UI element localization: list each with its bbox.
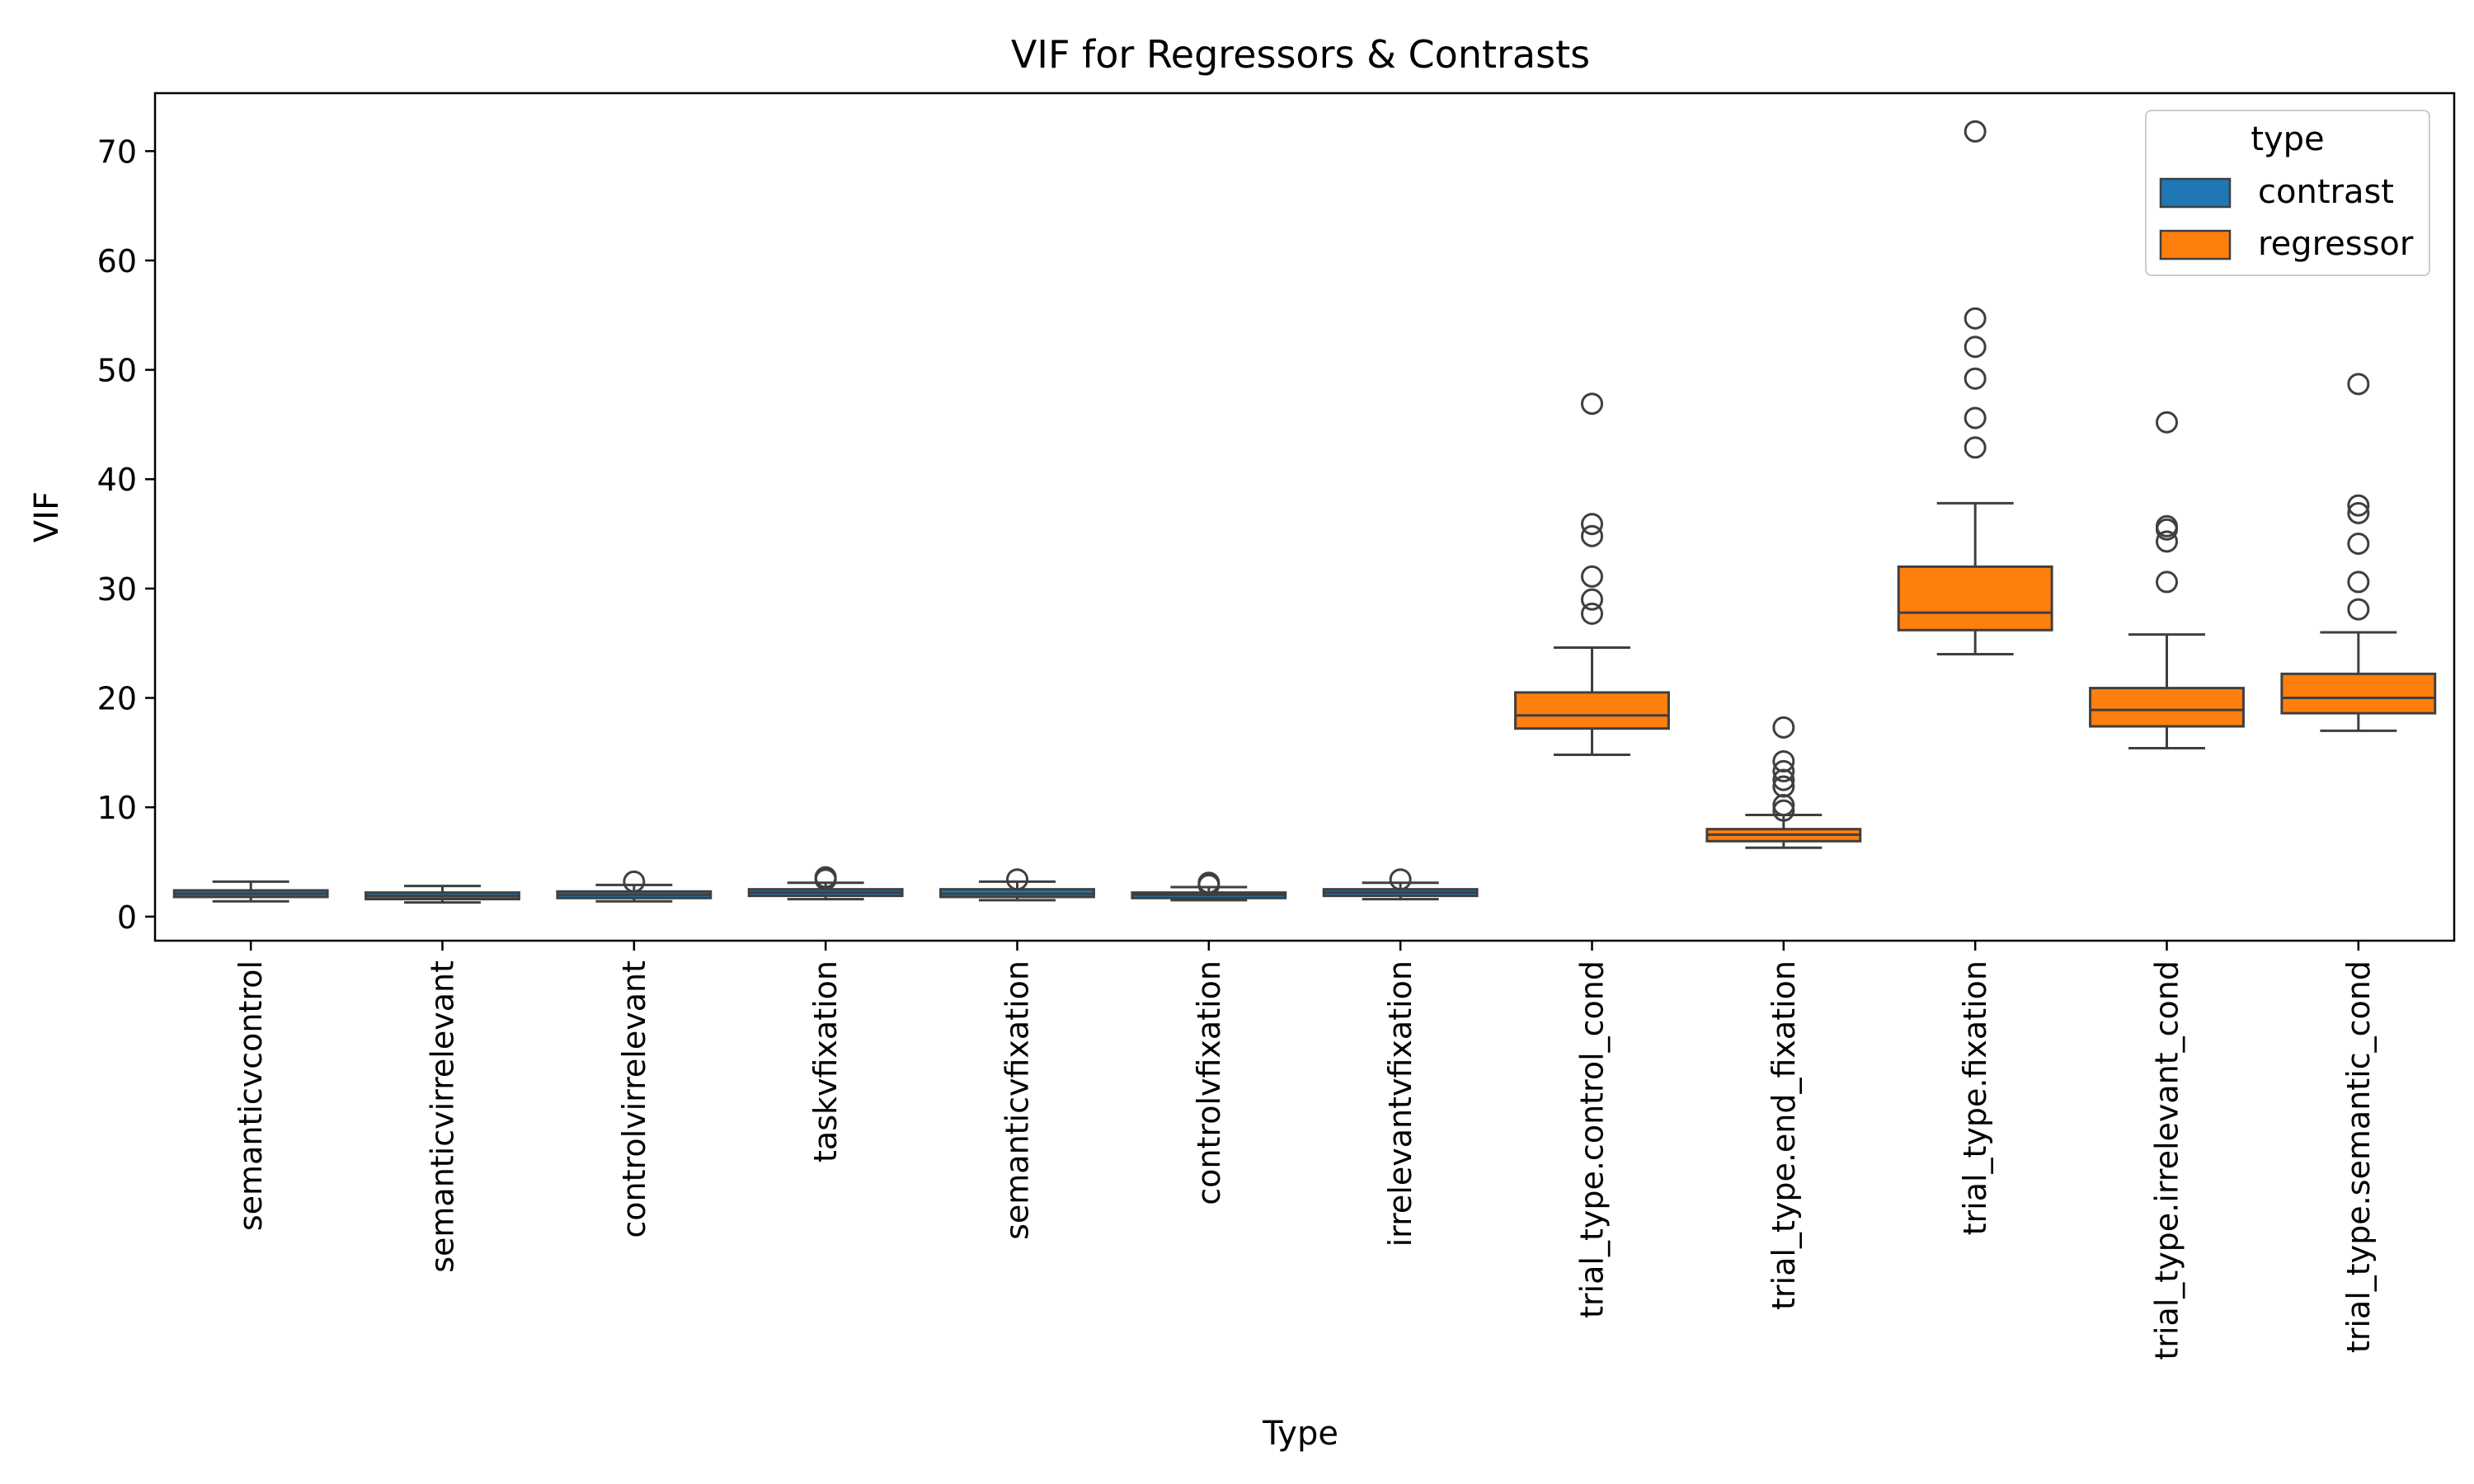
outlier-point — [1964, 336, 1987, 359]
y-tick-label: 30 — [97, 571, 137, 608]
outlier-point — [1772, 749, 1795, 773]
outlier-point — [814, 866, 837, 889]
y-tick-label: 70 — [97, 134, 137, 170]
legend-label-contrast: contrast — [2258, 173, 2394, 211]
x-axis-label: Type — [1262, 1415, 1338, 1453]
legend-label-regressor: regressor — [2258, 225, 2414, 263]
x-tick-label: trial_type.end_fixation — [1766, 960, 1802, 1310]
x-tick-label: controlvirrelevant — [616, 960, 652, 1238]
x-tick-label: taskvfixation — [807, 960, 844, 1162]
y-tick-label: 40 — [97, 462, 137, 498]
plot-frame — [153, 92, 2456, 942]
outlier-point — [2156, 571, 2178, 594]
outlier-point — [1581, 392, 1603, 416]
outlier-point — [2156, 514, 2178, 538]
box-regressor — [1514, 691, 1670, 730]
outlier-point — [1772, 799, 1795, 822]
outlier-point — [2347, 501, 2370, 524]
x-tick-label: controlvfixation — [1191, 960, 1227, 1205]
legend-swatch-contrast — [2159, 177, 2232, 209]
legend-title: type — [2251, 120, 2324, 158]
outlier-point — [2347, 494, 2370, 517]
outlier-point — [1964, 436, 1987, 459]
outlier-point — [2347, 532, 2370, 555]
chart-title: VIF for Regressors & Contrasts — [1011, 32, 1590, 77]
x-tick-label: trial_type.fixation — [1957, 960, 1993, 1235]
x-tick-label: trial_type.control_cond — [1574, 960, 1611, 1318]
box-regressor — [1897, 565, 2053, 632]
y-tick-label: 20 — [97, 681, 137, 717]
outlier-point — [1581, 513, 1603, 536]
outlier-point — [1772, 775, 1795, 798]
y-tick-label: 50 — [97, 353, 137, 389]
y-tick-label: 10 — [97, 790, 137, 826]
outlier-point — [1581, 565, 1603, 588]
outlier-point — [1581, 588, 1603, 611]
outlier-point — [1389, 868, 1412, 891]
outlier-point — [2347, 571, 2370, 594]
x-tick-label: trial_type.semantic_cond — [2340, 960, 2377, 1353]
outlier-point — [1581, 602, 1603, 625]
outlier-point — [2156, 411, 2178, 434]
x-tick-label: semanticvfixation — [999, 960, 1036, 1240]
outlier-point — [2156, 530, 2178, 553]
outlier-point — [2347, 373, 2370, 396]
legend-swatch-regressor — [2159, 229, 2232, 261]
outlier-point — [1964, 406, 1987, 430]
x-tick-label: semanticvcontrol — [233, 960, 269, 1231]
outlier-point — [623, 870, 646, 893]
legend: type contrast regressor — [2145, 110, 2430, 276]
outlier-point — [1006, 868, 1028, 891]
y-tick-label: 0 — [117, 899, 137, 936]
outlier-point — [1581, 524, 1603, 547]
y-axis-label: VIF — [28, 491, 66, 542]
outlier-point — [1964, 307, 1987, 330]
x-tick-label: semanticvirrelevant — [425, 960, 461, 1273]
outlier-point — [1772, 716, 1795, 739]
outlier-point — [1964, 120, 1987, 143]
outlier-point — [1964, 367, 1987, 390]
outlier-point — [1197, 871, 1221, 895]
outlier-point — [2347, 598, 2370, 621]
x-tick-label: irrelevantvfixation — [1382, 960, 1418, 1247]
outlier-point — [1772, 759, 1795, 782]
y-tick-label: 60 — [97, 243, 137, 279]
box-regressor — [2089, 687, 2245, 728]
box-regressor — [2280, 672, 2437, 715]
x-tick-label: trial_type.irrelevant_cond — [2149, 960, 2185, 1360]
